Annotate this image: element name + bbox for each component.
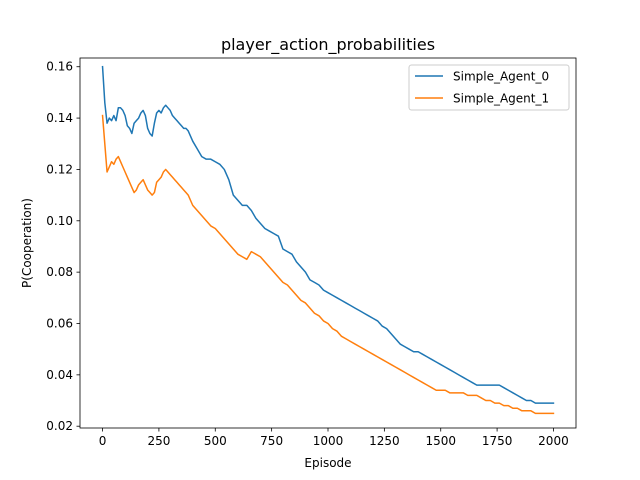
y-tick-label-6: 0.14: [46, 111, 73, 125]
x-tick-label-1: 250: [147, 434, 170, 448]
x-tick-label-0: 0: [99, 434, 107, 448]
series-line-0: [101, 65, 555, 404]
x-tick-label-8: 2000: [538, 434, 569, 448]
x-axis-label: Episode: [304, 456, 351, 470]
y-axis-label: P(Cooperation): [20, 198, 34, 288]
y-tick-label-0: 0.02: [46, 419, 73, 433]
x-axis: 0 250 500 750 1000 1250 1500 1750 2000: [99, 428, 569, 448]
x-tick-label-3: 750: [260, 434, 283, 448]
legend: Simple_Agent_0 Simple_Agent_1: [408, 64, 570, 111]
y-axis: 0.02 0.04 0.06 0.08 0.10 0.12 0.14 0.16: [46, 60, 80, 433]
y-tick-label-1: 0.04: [46, 368, 73, 382]
y-tick-label-5: 0.12: [46, 162, 73, 176]
legend-box: [408, 64, 570, 111]
chart-title: player_action_probabilities: [221, 35, 435, 55]
legend-label-0: Simple_Agent_0: [453, 70, 549, 84]
y-tick-label-7: 0.16: [46, 60, 73, 74]
y-tick-label-4: 0.10: [46, 214, 73, 228]
series-line-1: [101, 114, 555, 415]
x-tick-label-6: 1500: [425, 434, 456, 448]
legend-label-1: Simple_Agent_1: [453, 92, 549, 106]
x-tick-label-4: 1000: [313, 434, 344, 448]
x-tick-label-2: 500: [204, 434, 227, 448]
y-tick-label-2: 0.06: [46, 316, 73, 330]
x-tick-label-5: 1250: [369, 434, 400, 448]
x-tick-label-7: 1750: [482, 434, 513, 448]
y-tick-label-3: 0.08: [46, 265, 73, 279]
